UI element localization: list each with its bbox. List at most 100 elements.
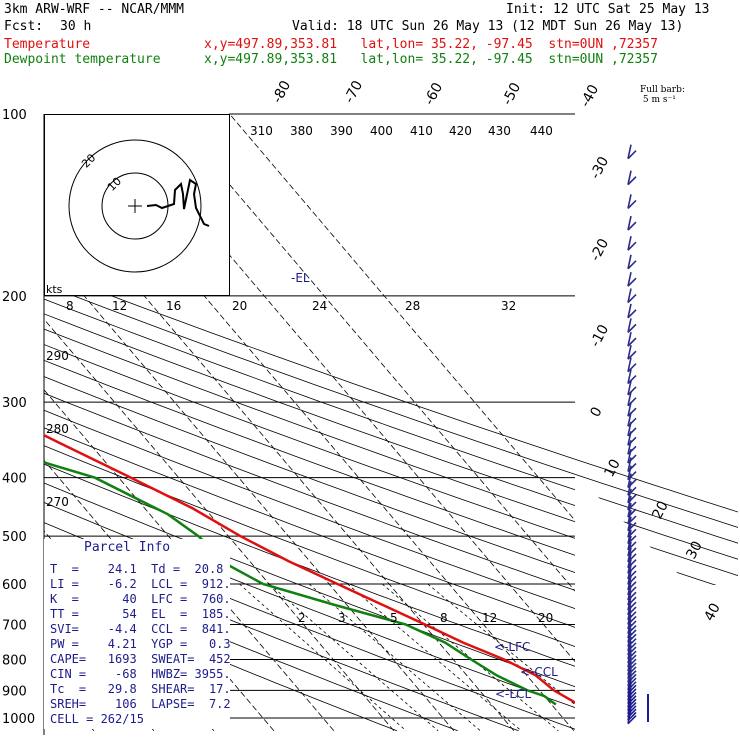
hodo-speed-label: 20 [232, 299, 247, 313]
wind-barb [627, 260, 637, 270]
hodo-trace [146, 178, 210, 227]
hodograph: 20 10 kts [44, 114, 230, 296]
wind-barb-flag [627, 559, 632, 574]
isotherm-label: -70 [341, 78, 366, 106]
valid-time: Valid: 18 UTC Sun 26 May 13 (12 MDT Sun … [292, 19, 684, 34]
wind-barb-flag [627, 628, 632, 643]
wind-barb-flag [627, 170, 632, 185]
wind-barb-flag [627, 614, 632, 630]
barb-scale-label: Full barb: 5 m s⁻¹ [640, 85, 685, 105]
dry-adiabat [44, 114, 738, 732]
isotherm-label: 10 [601, 457, 623, 480]
hodo-speed-label: 28 [405, 299, 420, 313]
wind-barb-flag [627, 331, 632, 347]
wind-barb-flag [627, 570, 632, 585]
isotherm-label: -40 [577, 82, 602, 110]
hodo-ring-outer [68, 139, 202, 273]
wind-barb [627, 277, 637, 287]
isotherm-line [0, 114, 34, 731]
hodo-speed-label: 24 [312, 299, 327, 313]
init-time: Init: 12 UTC Sat 25 May 13 [506, 2, 710, 17]
wind-barb-flag [627, 194, 632, 209]
wind-barb [627, 363, 637, 373]
wind-barb [627, 150, 637, 160]
mixing-ratio-line [239, 583, 407, 732]
wind-barb-flag [627, 564, 632, 580]
wind-barb-flag [627, 541, 632, 557]
legend-dewpoint-name: Dewpoint temperature [4, 52, 161, 67]
parcel-row: PW = 4.21 YGP = 0.3 [50, 637, 231, 651]
wind-barb-flag [627, 547, 632, 563]
pressure-tick-label: 800 [2, 653, 27, 668]
model-title: 3km ARW-WRF -- NCAR/MMM [4, 2, 185, 17]
parcel-info-panel: Parcel Info T = 24.1 Td = 20.8 LI = -6.2… [44, 539, 231, 729]
wind-barb-flag [627, 457, 632, 472]
wind-barb [627, 386, 637, 396]
dry-adiabat [44, 114, 738, 732]
wind-barb-flag [627, 481, 632, 496]
isotherm-label: -60 [421, 80, 446, 108]
dry-adiabat [44, 114, 738, 732]
wind-barb-flag [627, 144, 632, 159]
parcel-row: CELL = 262/15 [50, 712, 144, 726]
dry-adiabat [44, 114, 398, 732]
wind-barb-flag [627, 529, 632, 544]
lfc-marker: <-LFC [494, 640, 530, 654]
legend-temperature-name: Temperature [4, 37, 91, 52]
mixing-ratio-label: 3 [338, 611, 346, 625]
theta-label: 410 [410, 124, 433, 138]
wind-barb-flag [627, 509, 632, 525]
pressure-tick-label: 300 [2, 396, 27, 411]
forecast-hour: 30 h [60, 19, 92, 34]
wind-barb-flag [627, 391, 632, 406]
isotherm-label: 30 [683, 539, 705, 562]
wind-barb [627, 436, 637, 446]
wind-barb [627, 309, 637, 319]
wind-barb-flag [627, 553, 632, 568]
theta-label: 390 [330, 124, 353, 138]
mixing-ratio-line [381, 583, 559, 732]
wind-barb [627, 293, 637, 304]
dewpoint-profile [44, 114, 557, 706]
isotherm-label: 20 [649, 499, 671, 522]
wind-barb-flag [627, 591, 632, 606]
wind-barb-flag [627, 495, 632, 511]
wind-barb [627, 221, 637, 231]
mixing-ratio-line [269, 583, 439, 732]
hodo-speed-label: 16 [166, 299, 181, 313]
legend-dewpoint-info: x,y=497.89,353.81 lat,lon= 35.22, -97.45… [204, 52, 658, 67]
hodo-ring-label-10: 10 [105, 175, 124, 194]
mixing-ratio-label: 20 [538, 611, 553, 625]
hodo-speed-label: 12 [112, 299, 127, 313]
hodo-kts-label: kts [46, 283, 63, 296]
hodo-speed-label: 8 [66, 299, 74, 313]
parcel-row: TT = 54 EL = 185. [50, 607, 231, 621]
theta-label: 420 [449, 124, 472, 138]
wind-barb-flag [627, 516, 632, 531]
wind-barb [627, 397, 637, 407]
wind-barb-flag [627, 644, 632, 660]
wind-barb-flag [627, 431, 632, 446]
wind-barb [627, 323, 637, 333]
dry-adiabat [44, 114, 738, 732]
wind-barb-flag [627, 440, 632, 455]
wind-barb-flag [627, 318, 632, 333]
wind-barb-flag [627, 575, 632, 590]
pressure-tick-label: 1000 [2, 712, 35, 727]
wind-barb-flag [627, 421, 632, 437]
wind-barb-flag [627, 412, 632, 427]
parcel-row: T = 24.1 Td = 20.8 [50, 562, 224, 576]
pressure-tick-label: 700 [2, 618, 27, 633]
pressure-tick-label: 500 [2, 530, 27, 545]
mixing-ratio-label: 12 [482, 611, 497, 625]
dry-adiabat [44, 114, 738, 732]
wind-barb-flag [627, 595, 632, 611]
wind-barb [627, 715, 637, 725]
theta-label: 290 [46, 349, 69, 363]
dry-adiabat [44, 114, 738, 732]
wind-barb-flag [627, 652, 632, 668]
parcel-row: LI = -6.2 LCL = 912. [50, 577, 231, 591]
ccl-marker: <-CCL [520, 665, 558, 679]
isotherm-line [229, 114, 738, 732]
